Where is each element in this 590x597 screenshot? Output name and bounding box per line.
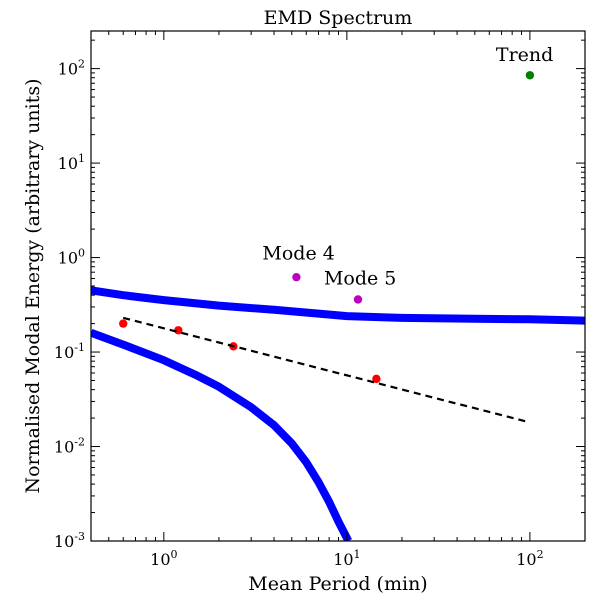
x-tick-label-0-exponent: 0 — [171, 548, 178, 561]
series-5-curve — [91, 329, 352, 541]
y-tick-label-2-exponent: -1 — [74, 341, 85, 354]
x-tick-label-1: 101 — [333, 548, 360, 569]
x-tick-label-1-base: 10 — [333, 550, 353, 569]
series-3-fit-line — [122, 316, 531, 424]
chart-title: EMD Spectrum — [264, 7, 413, 29]
y-axis-label: Normalised Modal Energy (arbitrary units… — [22, 78, 44, 493]
y-tick-label-5: 102 — [58, 58, 85, 79]
y-tick-label-3-exponent: 0 — [78, 247, 85, 260]
y-tick-label-5-base: 10 — [58, 60, 78, 79]
annotation-mode-5: Mode 5 — [324, 267, 396, 289]
y-tick-label-4-exponent: 1 — [78, 152, 85, 165]
y-tick-label-1: 10-2 — [54, 436, 85, 457]
x-tick-label-0: 100 — [150, 548, 177, 569]
y-tick-label-0-base: 10 — [54, 532, 74, 551]
y-tick-label-1-exponent: -2 — [74, 436, 85, 449]
y-tick-label-4-base: 10 — [58, 154, 78, 173]
x-tick-label-1-exponent: 1 — [354, 548, 361, 561]
annotation-mode-4: Mode 4 — [262, 243, 334, 265]
series-4-curve — [91, 286, 585, 325]
y-tick-label-3-base: 10 — [58, 249, 78, 268]
y-tick-label-0: 10-3 — [54, 530, 85, 551]
series-2-point-0 — [525, 71, 535, 80]
x-tick-label-2: 102 — [516, 548, 543, 569]
y-tick-label-2: 10-1 — [54, 341, 85, 362]
x-tick-label-2-exponent: 2 — [537, 548, 544, 561]
series-0-point-0 — [119, 319, 128, 328]
y-tick-label-5-exponent: 2 — [78, 58, 85, 71]
series-0-point-3 — [372, 374, 381, 384]
x-axis-label: Mean Period (min) — [248, 573, 427, 595]
series-1-point-0 — [292, 272, 301, 282]
x-axis-ticks: 100 101 102 — [90, 31, 586, 569]
y-tick-label-4: 101 — [58, 152, 85, 173]
y-tick-label-2-base: 10 — [54, 343, 74, 362]
annotation-trend: Trend — [496, 44, 553, 66]
y-tick-label-3: 100 — [58, 247, 85, 268]
plot-area — [91, 71, 585, 541]
x-tick-label-2-base: 10 — [516, 550, 536, 569]
x-tick-label-0-base: 10 — [150, 550, 170, 569]
series-1-point-1 — [353, 295, 363, 304]
plot-series-group — [91, 71, 585, 541]
y-tick-label-0-exponent: -3 — [74, 530, 85, 543]
y-tick-label-1-base: 10 — [54, 438, 74, 457]
